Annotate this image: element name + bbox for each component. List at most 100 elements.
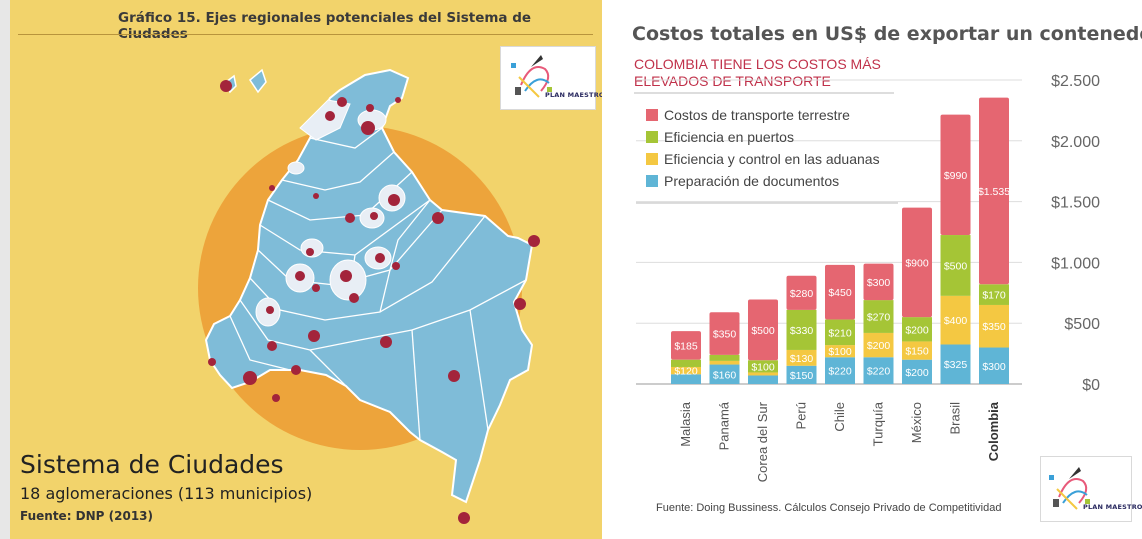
bar-segment: [671, 374, 701, 384]
plan-maestro-logo: PLAN MAESTRO: [500, 46, 604, 110]
legend-label: Costos de transporte terrestre: [664, 107, 850, 123]
y-tick-label: $0: [1082, 377, 1100, 394]
bar-segment: [902, 359, 932, 384]
legend-label: Eficiencia en puertos: [664, 129, 794, 145]
department-borders: [229, 127, 527, 441]
y-tick-label: $2.500: [1051, 73, 1100, 90]
map-panel-title: Gráfico 15. Ejes regionales potenciales …: [118, 10, 532, 42]
logo-text: PLAN MAESTRO: [545, 91, 605, 99]
bar-segment: [786, 309, 817, 350]
bar-segment: [825, 319, 855, 346]
city-markers: [208, 80, 540, 524]
colombia-region: [204, 68, 534, 504]
bar-segment: [940, 235, 971, 296]
data-label: $220: [867, 366, 891, 378]
data-label: $500: [944, 260, 968, 272]
x-tick-label: Perú: [794, 402, 809, 429]
chart-data-labels: $120 $185 $160 $350 $100 $500 $150 $130 $330 $280…: [674, 170, 1010, 382]
legend-label: Eficiencia y control en las aduanas: [664, 151, 880, 167]
logo-graphic-icon: [1049, 467, 1090, 510]
x-tick-label: Chile: [832, 402, 847, 432]
chart-subtitle: COLOMBIA TIENE LOS COSTOS MÁS ELEVADOS D…: [634, 56, 881, 89]
bar-segment: [786, 275, 817, 310]
bar-segment: [786, 365, 817, 384]
data-label: $200: [905, 324, 929, 336]
chart-x-axis: Malasia Panamá Corea del Sur Perú Chile Turqu…: [678, 401, 1001, 482]
data-label: $220: [828, 366, 852, 378]
data-label: $400: [944, 315, 968, 327]
legend-label: Preparación de documentos: [664, 173, 839, 189]
data-label: $200: [905, 367, 929, 379]
chart-legend: Costos de transporte terrestre Eficiencia…: [636, 107, 898, 204]
x-tick-label: Brasil: [948, 402, 963, 435]
x-tick-label: Malasia: [678, 401, 693, 447]
data-label: $350: [982, 321, 1006, 333]
y-tick-label: $500: [1064, 316, 1100, 333]
data-label: $185: [674, 340, 698, 352]
bar-segment: [863, 332, 894, 358]
y-tick-label: $2.000: [1051, 134, 1100, 151]
bar-segment: [863, 263, 894, 301]
bar-segment: [671, 366, 701, 375]
data-label: $100: [828, 346, 852, 358]
bar-segment: [940, 295, 971, 345]
bar-segment: [786, 349, 817, 366]
bar-segment: [748, 375, 778, 384]
map-source: Fuente: DNP (2013): [20, 509, 154, 523]
chart-bars: [671, 97, 1009, 384]
island-shapes: [225, 68, 267, 94]
system-subheading: 18 aglomeraciones (113 municipios): [20, 484, 313, 503]
data-label: $200: [867, 340, 891, 352]
x-tick-label: Turquía: [871, 401, 886, 446]
data-label: $450: [828, 287, 852, 299]
bar-segment: [902, 207, 932, 318]
bar-segment: [979, 347, 1009, 384]
bar-segment: [748, 299, 778, 361]
data-label: $990: [944, 170, 968, 182]
data-label: $280: [790, 288, 814, 300]
plan-maestro-logo-right: PLAN MAESTRO: [1040, 456, 1142, 522]
data-label: $900: [905, 257, 929, 269]
left-border-strip: [0, 0, 10, 539]
bar-segment: [979, 97, 1009, 285]
data-label: $325: [944, 359, 968, 371]
bar-segment: [902, 317, 932, 342]
legend-swatch: [646, 131, 658, 143]
chart-title: Costos totales en US$ de exportar un con…: [632, 23, 1142, 45]
bar-segment: [863, 357, 894, 384]
legend-swatch: [646, 175, 658, 187]
data-label: $130: [790, 353, 814, 365]
logo-graphic-icon: [511, 55, 552, 98]
bar-segment: [671, 359, 701, 367]
bar-segment: [940, 114, 971, 236]
data-label: $270: [867, 312, 891, 324]
system-heading: Sistema de Ciudades: [20, 450, 284, 479]
bar-segment: [748, 372, 778, 376]
colombia-map: [198, 68, 540, 524]
x-tick-label: Panamá: [717, 401, 732, 450]
bar-segment: [825, 264, 855, 320]
x-tick-label: México: [909, 402, 924, 443]
bar-segment: [825, 345, 855, 358]
chart-y-axis: $0 $500 $1.000 $1.500 $2.000 $2.500: [1051, 73, 1100, 394]
logo-text: PLAN MAESTRO: [1083, 503, 1142, 511]
bar-segment: [979, 304, 1009, 348]
data-label: $350: [713, 329, 737, 341]
title-divider: [18, 34, 593, 35]
chart-source: Fuente: Doing Bussiness. Cálculos Consej…: [656, 502, 1001, 514]
bar-segment: [979, 284, 1009, 305]
data-label: $500: [751, 325, 775, 337]
y-tick-label: $1.500: [1051, 195, 1100, 212]
y-tick-label: $1.000: [1051, 255, 1100, 272]
bar-segment: [863, 300, 894, 333]
x-tick-label: Colombia: [986, 401, 1001, 461]
data-label: $300: [982, 361, 1006, 373]
bar-segment: [902, 341, 932, 360]
bar-segment: [940, 344, 971, 384]
data-label: $300: [867, 277, 891, 289]
data-label: $120: [674, 366, 698, 378]
bar-segment: [709, 354, 740, 361]
map-panel: Gráfico 15. Ejes regionales potenciales …: [0, 0, 604, 539]
data-label: $160: [713, 369, 737, 381]
bar-segment: [748, 360, 778, 373]
